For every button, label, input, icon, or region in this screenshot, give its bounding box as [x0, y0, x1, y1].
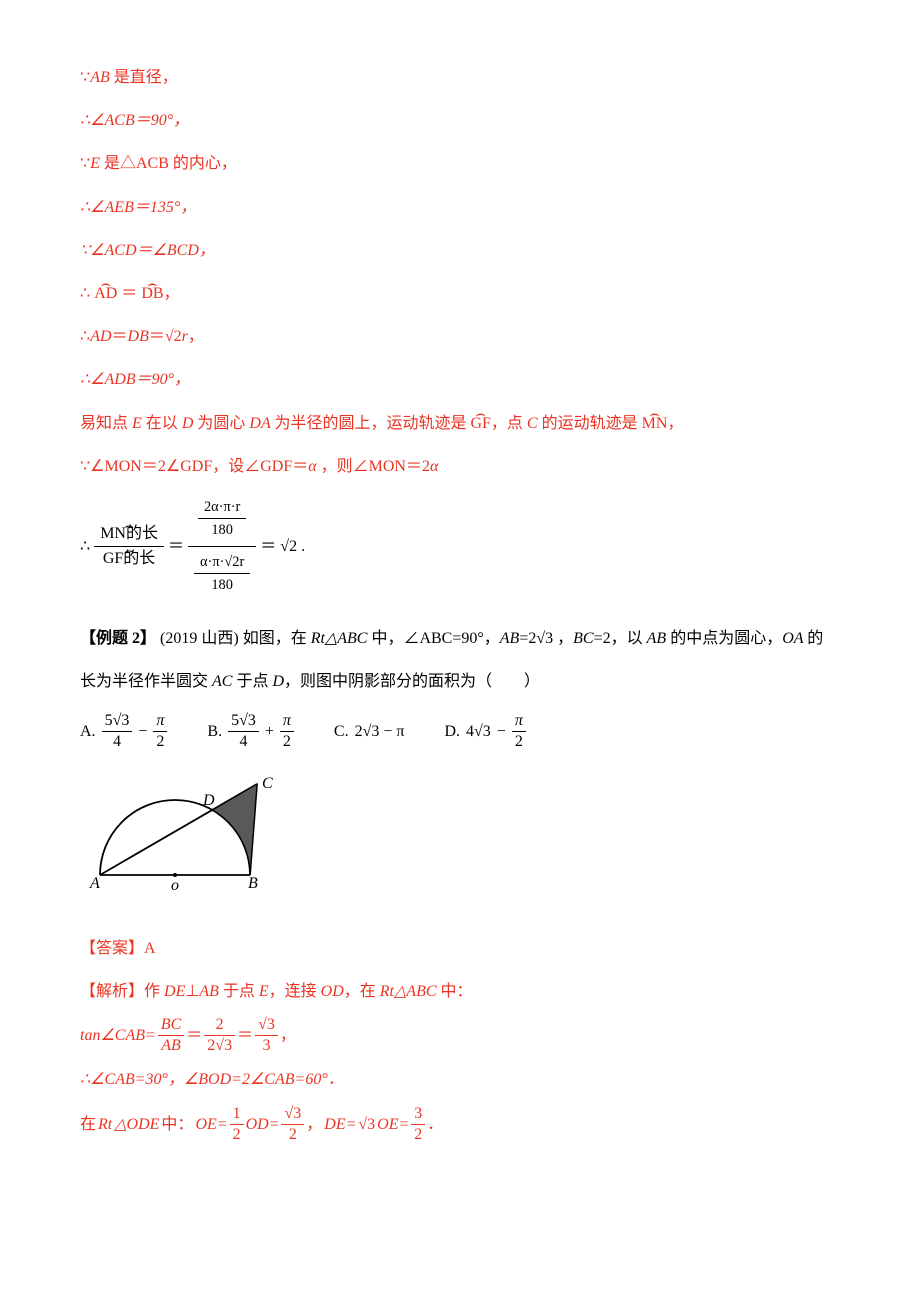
geometry-figure: A B C D o — [80, 770, 840, 913]
proof-equation: ∴ ⌢MN的长 ⌢GF的长 ＝ 2α·π·r180 α·π·√2r180 ＝ √… — [80, 492, 840, 601]
proof-line-1: ∵AB 是直径， — [80, 60, 840, 95]
solution-last: 在 Rt△ODE 中： OE= 12 OD= √32 ， DE= √3 OE= … — [80, 1106, 840, 1143]
option-d: D. 4√3 − π2 — [444, 713, 525, 750]
svg-text:o: o — [171, 877, 179, 894]
option-b: B. 5√34 + π2 — [207, 713, 294, 750]
answer-line: 【答案】A — [80, 931, 840, 966]
svg-text:B: B — [248, 875, 258, 892]
proof-line-8: ∴∠ADB＝90°， — [80, 362, 840, 397]
option-c: C. 2√3 − π — [334, 714, 405, 749]
proof-line-2: ∴∠ACB＝90°， — [80, 103, 840, 138]
option-a: A. 5√34 − π2 — [80, 713, 167, 750]
solution-intro: 【解析】作 DE⊥AB 于点 E，连接 OD，在 Rt△ABC 中： — [80, 974, 840, 1009]
proof-line-4: ∴∠AEB＝135°， — [80, 190, 840, 225]
proof-line-6: ∴ ⌢ AD ＝ ⌢ DB ， — [80, 276, 840, 311]
svg-text:A: A — [89, 875, 100, 892]
solution-angle: ∴∠CAB=30°，∠BOD=2∠CAB=60°． — [80, 1062, 840, 1097]
example-2-stem-line2: 长为半径作半圆交 AC 于点 D，则图中阴影部分的面积为（ ） — [80, 664, 840, 699]
solution-tan: tan∠CAB= BCAB ＝ 22√3 ＝ √33 ， — [80, 1017, 840, 1054]
proof-line-5: ∵∠ACD＝∠BCD， — [80, 233, 840, 268]
options-row: A. 5√34 − π2 B. 5√34 + π2 C. 2√3 − π D. … — [80, 713, 840, 750]
svg-text:D: D — [202, 792, 215, 809]
svg-text:C: C — [262, 775, 273, 792]
proof-line-7: ∴AD＝DB＝√2r， — [80, 319, 840, 354]
example-2-stem: 【例题 2】 (2019 山西) 如图，在 Rt△ABC 中，∠ABC=90°，… — [80, 621, 840, 656]
proof-line-3: ∵E 是△ACB 的内心， — [80, 146, 840, 181]
proof-line-10: ∵∠MON＝2∠GDF，设∠GDF＝α ，则∠MON＝2α — [80, 449, 840, 484]
proof-line-9: 易知点 E 在以 D 为圆心 DA 为半径的圆上，运动轨迹是 ⌢ GF ，点 C… — [80, 406, 840, 441]
